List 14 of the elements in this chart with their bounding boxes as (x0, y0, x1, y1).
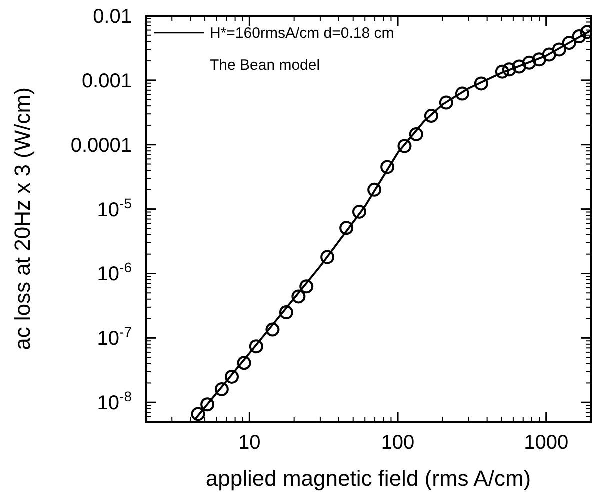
y-tick-label: 10$^{-5}$ (97, 195, 132, 222)
x-tick-label: 10 (238, 432, 261, 454)
y-tick-label: 10$^{-8}$ (97, 388, 132, 415)
x-tick-label: 100 (381, 432, 415, 454)
y-axis-title: ac loss at 20Hz x 3 (W/cm) (10, 88, 35, 350)
y-tick-label: 0.01 (93, 6, 132, 28)
y-tick-label: 0.0001 (70, 134, 132, 157)
y-tick-label: 10$^{-6}$ (97, 260, 132, 286)
x-axis-title: applied magnetic field (rms A/cm) (206, 466, 532, 491)
annotation: The Bean model (210, 57, 320, 74)
y-tick-label: 10$^{-7}$ (97, 324, 132, 350)
legend-label: H*=160rmsA/cm d=0.18 cm (210, 25, 394, 42)
y-tick-label: 0.001 (82, 70, 132, 92)
x-tick-label: 1000 (524, 432, 569, 454)
